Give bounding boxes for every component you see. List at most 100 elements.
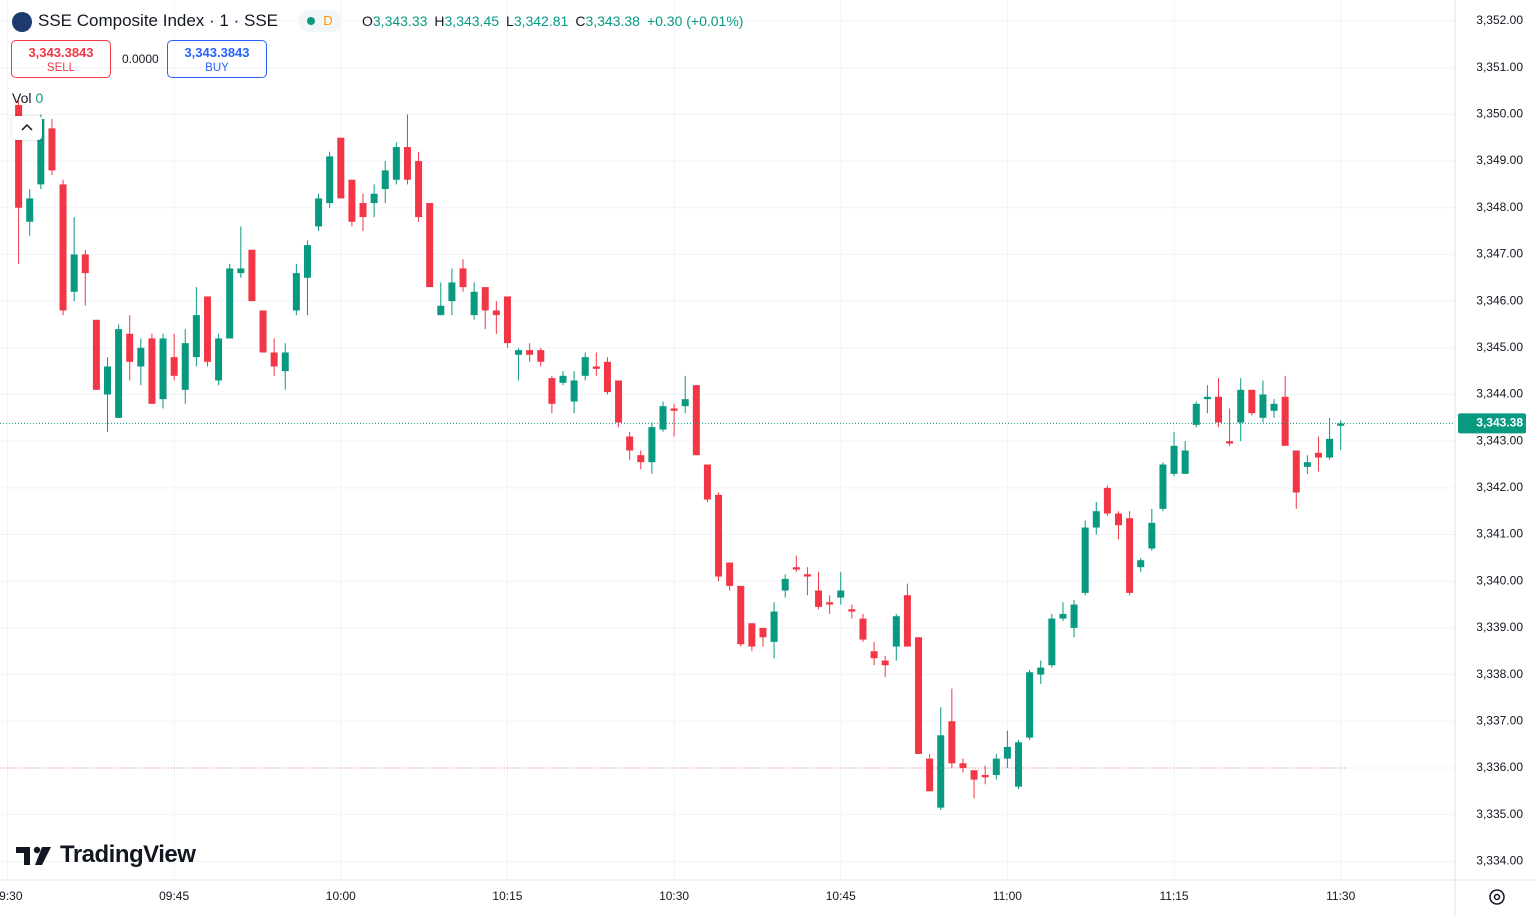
candle-body <box>559 375 567 383</box>
candle-body <box>1181 450 1189 474</box>
candle-body <box>1248 389 1256 414</box>
candle-body <box>781 578 789 591</box>
y-tick-label: 3,352.00 <box>1476 13 1523 27</box>
candle-body <box>1026 672 1034 738</box>
change-value: +0.30 (+0.01%) <box>646 13 744 29</box>
x-tick-label: 10:45 <box>826 889 856 903</box>
candle-body <box>226 268 234 339</box>
candle-body <box>615 380 623 423</box>
candle-body <box>703 464 711 500</box>
candle-body <box>181 343 189 390</box>
spread: 0.0000 <box>122 52 159 66</box>
candle-body <box>859 618 867 640</box>
y-tick-label: 3,351.00 <box>1476 60 1523 74</box>
candle-body <box>1048 618 1056 666</box>
candle-body <box>1070 604 1078 628</box>
candle-body <box>426 203 434 288</box>
candle-body <box>303 245 311 278</box>
candle-body <box>792 567 800 570</box>
candle-body <box>592 366 600 369</box>
candle-body <box>492 310 500 316</box>
x-tick-label: 10:30 <box>659 889 689 903</box>
candle-body <box>326 156 334 204</box>
candle-body <box>381 170 389 190</box>
sell-price: 3,343.3843 <box>28 45 94 60</box>
sell-button[interactable]: 3,343.3843 SELL <box>11 40 111 78</box>
candle-body <box>403 147 411 180</box>
y-tick-label: 3,337.00 <box>1476 713 1523 727</box>
volume-legend: Vol 0 <box>12 90 43 106</box>
candle-body <box>1159 464 1167 509</box>
candle-body <box>1326 438 1334 458</box>
candle-body <box>748 623 756 647</box>
candle-body <box>715 494 723 577</box>
candle-body <box>681 399 689 407</box>
candle-body <box>826 602 834 605</box>
delay-badge: D <box>323 13 333 28</box>
buy-button[interactable]: 3,343.3843 BUY <box>167 40 267 78</box>
grid <box>0 0 1455 880</box>
candle-body <box>915 637 923 754</box>
candle-body <box>1037 667 1045 675</box>
y-tick-label: 3,338.00 <box>1476 667 1523 681</box>
y-tick-label: 3,345.00 <box>1476 340 1523 354</box>
market-status-badge[interactable]: D <box>298 10 342 32</box>
candle-body <box>1270 403 1278 411</box>
candle-body <box>892 616 900 647</box>
y-tick-label: 3,342.00 <box>1476 480 1523 494</box>
volume-value: 0 <box>35 90 44 106</box>
candle-body <box>503 296 511 344</box>
candle-body <box>1103 487 1111 514</box>
candle-body <box>292 273 300 311</box>
symbol-title[interactable]: SSE Composite Index · 1 · SSE <box>38 11 278 30</box>
candle-body <box>959 763 967 768</box>
plot-area <box>0 100 1455 810</box>
candle-body <box>203 296 211 362</box>
candle-body <box>1237 389 1245 423</box>
settings-icon[interactable] <box>1489 889 1505 905</box>
collapse-button[interactable] <box>12 116 42 140</box>
candle-body <box>1126 518 1134 593</box>
candle-body <box>1148 522 1156 549</box>
candle-body <box>1214 396 1222 423</box>
candle-body <box>1203 396 1211 400</box>
x-tick-label: 11:30 <box>1326 889 1355 903</box>
y-tick-label: 3,341.00 <box>1476 527 1523 541</box>
candle-body <box>137 347 145 367</box>
candle-body <box>259 310 267 353</box>
candle-body <box>937 735 945 808</box>
buy-price: 3,343.3843 <box>184 45 250 60</box>
candle-body <box>459 268 467 288</box>
candle-body <box>903 595 911 647</box>
candle-body <box>92 319 100 390</box>
candle-body <box>870 651 878 659</box>
candle-body <box>192 315 200 358</box>
brand-name[interactable]: TradingView <box>60 841 196 868</box>
candle-body <box>115 329 123 418</box>
candle-body <box>759 627 767 638</box>
candle-body <box>992 758 1000 775</box>
candle-body <box>637 455 645 463</box>
candle-body <box>148 338 156 404</box>
candle-body <box>15 105 23 208</box>
candle-body <box>1081 527 1089 593</box>
y-tick-label: 3,334.00 <box>1476 853 1523 867</box>
chevron-up <box>21 123 33 131</box>
candle-body <box>1303 462 1311 467</box>
sell-label: SELL <box>46 62 76 74</box>
candle-body <box>37 119 45 185</box>
candle-body <box>448 282 456 302</box>
candle-body <box>726 562 734 586</box>
candle-body <box>48 128 56 171</box>
candle-body <box>1115 513 1122 526</box>
status-dot <box>307 17 315 25</box>
candle-body <box>81 254 89 274</box>
symbol-icon <box>12 12 32 32</box>
candle-body <box>537 350 545 362</box>
candle-body <box>1015 742 1023 787</box>
candle-body <box>281 352 289 372</box>
candle-body <box>948 721 956 764</box>
y-tick-label: 3,335.00 <box>1476 807 1523 821</box>
